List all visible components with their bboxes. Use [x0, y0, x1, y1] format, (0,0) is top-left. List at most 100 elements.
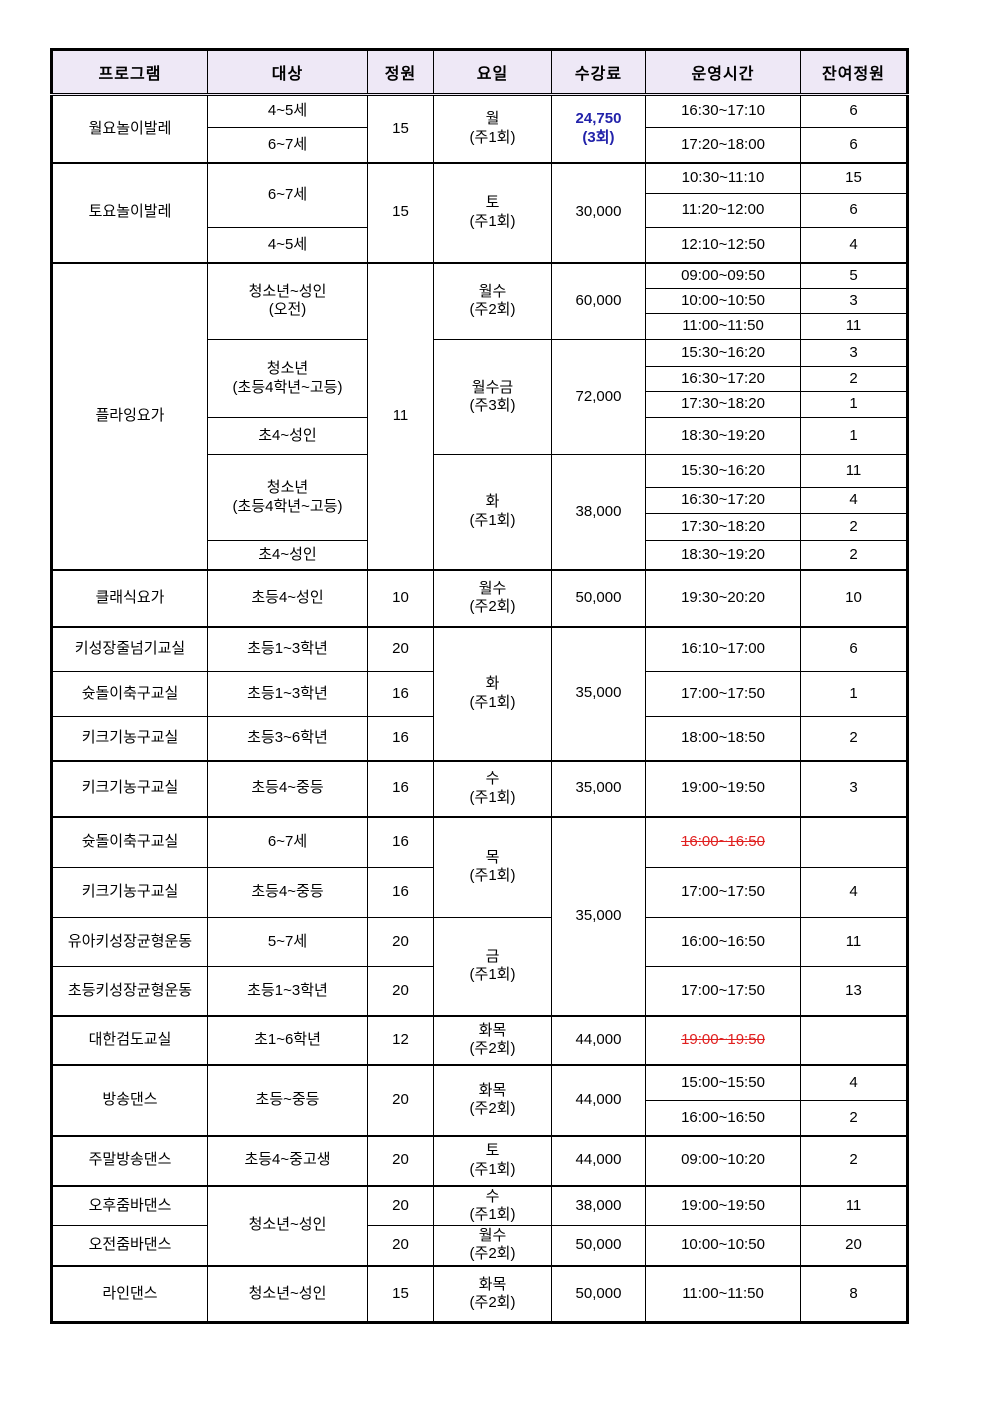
table-row: 6~7세 17:20~18:00 6	[52, 127, 908, 163]
table-row: 키크기농구교실 초등4~중등 16 수 (주1회) 35,000 19:00~19:50 3	[51, 759, 908, 817]
cell-fee: 72,000	[551, 339, 646, 455]
cell-capacity: 16	[367, 671, 434, 717]
cell-remaining: 10	[800, 568, 908, 627]
cell-capacity: 20	[367, 625, 434, 672]
cell-time: 15:00~15:50	[645, 1063, 801, 1101]
cell-time: 11:00~11:50	[645, 313, 801, 340]
cell-program: 키크기농구교실	[51, 867, 208, 918]
table-row: 방송댄스 초등~중등 20 화목 (주2회) 44,000 15:00~15:50 4	[51, 1063, 908, 1136]
cell-fee: 44,000	[551, 1063, 646, 1136]
cell-day: 수 (주1회)	[433, 759, 552, 817]
cell-remaining: 3	[800, 339, 908, 367]
cell-capacity: 16	[367, 867, 434, 918]
cell-remaining: 1	[800, 391, 908, 418]
cell-program: 키성장줄넘기교실	[51, 625, 208, 672]
cell-fee: 38,000	[551, 1184, 646, 1227]
cell-target: 초등4~중고생	[207, 1134, 368, 1186]
cell-target: 청소년 (초등4학년~고등)	[207, 454, 368, 541]
header-capacity: 정원	[367, 49, 434, 96]
cell-target: 4~5세	[207, 94, 368, 128]
cell-program: 월요놀이발레	[51, 94, 208, 163]
cell-target: 초4~성인	[207, 417, 368, 455]
table-row: 17:30~18:20 1	[52, 391, 908, 418]
cell-remaining: 6	[800, 127, 908, 163]
cell-fee: 50,000	[551, 568, 646, 627]
cell-target: 6~7세	[207, 815, 368, 868]
cell-fee: 44,000	[551, 1014, 646, 1065]
table-row: 16:30~17:20 2	[52, 366, 908, 392]
cell-remaining: 11	[800, 1184, 908, 1227]
table-row: 청소년 (초등4학년~고등) 월수금 (주3회) 72,000 15:30~16:20…	[52, 339, 908, 455]
table-row: 월요놀이발레 4~5세 15 월 (주1회) 24,750 (3회) 16:30~17:1…	[51, 94, 908, 163]
cell-remaining: 4	[800, 1063, 908, 1101]
cell-day: 금 (주1회)	[433, 917, 552, 1016]
cell-remaining: 8	[800, 1264, 908, 1324]
cell-remaining: 11	[800, 313, 908, 340]
cell-time: 12:10~12:50	[645, 227, 801, 263]
table-row: 초4~성인 18:30~19:20 1	[52, 417, 908, 455]
cell-target: 초등3~6학년	[207, 716, 368, 761]
cell-time: 16:30~17:20	[645, 366, 801, 392]
cell-time: 11:20~12:00	[645, 193, 801, 228]
cell-capacity: 11	[367, 261, 434, 570]
table-row: 초등키성장균형운동 초등1~3학년 20 17:00~17:50 13	[51, 966, 908, 1016]
cell-capacity: 20	[367, 1063, 434, 1136]
cell-time: 17:20~18:00	[645, 127, 801, 163]
cell-target: 청소년~성인	[207, 1264, 368, 1324]
cell-capacity: 20	[367, 966, 434, 1016]
cell-time-cancelled: 19:00~19:50	[645, 1014, 801, 1065]
cell-time: 16:30~17:10	[645, 94, 801, 128]
cell-time: 17:30~18:20	[645, 391, 801, 418]
cell-time: 18:30~19:20	[645, 417, 801, 455]
table-row: 키크기농구교실 초등3~6학년 16 18:00~18:50 2	[51, 716, 908, 761]
table-row: 청소년 (초등4학년~고등) 화 (주1회) 38,000 15:30~16:20 11	[52, 454, 908, 570]
cell-program: 주말방송댄스	[51, 1134, 208, 1186]
cell-target: 초등4~중등	[207, 759, 368, 817]
cell-program: 오후줌바댄스	[51, 1184, 208, 1227]
cell-target: 청소년~성인	[207, 1184, 368, 1267]
cell-day: 월 (주1회)	[433, 94, 552, 163]
cell-program: 토요놀이발레	[51, 161, 208, 263]
table-row: 4~5세 12:10~12:50 4	[52, 227, 908, 263]
header-remaining: 잔여정원	[800, 49, 908, 96]
cell-remaining: 6	[800, 94, 908, 128]
table-row: 초4~성인 18:30~19:20 2	[52, 540, 908, 570]
cell-target: 4~5세	[207, 227, 368, 263]
table-row: 키크기농구교실 초등4~중등 16 17:00~17:50 4	[51, 867, 908, 918]
cell-remaining	[800, 1014, 908, 1065]
cell-time-cancelled: 16:00~16:50	[645, 815, 801, 868]
cell-fee: 60,000	[551, 261, 646, 340]
cell-time: 18:00~18:50	[645, 716, 801, 761]
header-day: 요일	[433, 49, 552, 96]
cell-day: 화목 (주2회)	[433, 1063, 552, 1136]
cell-remaining: 4	[800, 867, 908, 918]
cell-day: 수 (주1회)	[433, 1184, 552, 1227]
cell-fee: 24,750 (3회)	[551, 94, 646, 163]
cell-time: 15:30~16:20	[645, 339, 801, 367]
header-program: 프로그램	[51, 49, 208, 96]
cell-program: 대한검도교실	[51, 1014, 208, 1065]
cell-capacity: 10	[367, 568, 434, 627]
cell-time: 11:00~11:50	[645, 1264, 801, 1324]
cell-target: 6~7세	[207, 161, 368, 228]
cell-target: 청소년~성인 (오전)	[207, 261, 368, 340]
cell-fee: 35,000	[551, 759, 646, 817]
cell-time: 16:00~16:50	[645, 917, 801, 967]
header-row: 프로그램 대상 정원 요일 수강료 운영시간 잔여정원	[51, 49, 908, 96]
cell-remaining: 15	[800, 161, 908, 194]
cell-remaining: 20	[800, 1225, 908, 1267]
table-row: 유아키성장균형운동 5~7세 20 금 (주1회) 16:00~16:50 11	[51, 917, 908, 1016]
cell-remaining: 4	[800, 487, 908, 514]
cell-time: 19:00~19:50	[645, 759, 801, 817]
cell-capacity: 20	[367, 1184, 434, 1227]
cell-remaining: 13	[800, 966, 908, 1016]
cell-capacity: 16	[367, 759, 434, 817]
cell-remaining: 2	[800, 716, 908, 761]
cell-target: 초등~중등	[207, 1063, 368, 1136]
cell-time: 10:30~11:10	[645, 161, 801, 194]
cell-remaining: 2	[800, 1134, 908, 1186]
cell-time: 18:30~19:20	[645, 540, 801, 570]
cell-time: 17:00~17:50	[645, 966, 801, 1016]
cell-day: 화 (주1회)	[433, 454, 552, 570]
